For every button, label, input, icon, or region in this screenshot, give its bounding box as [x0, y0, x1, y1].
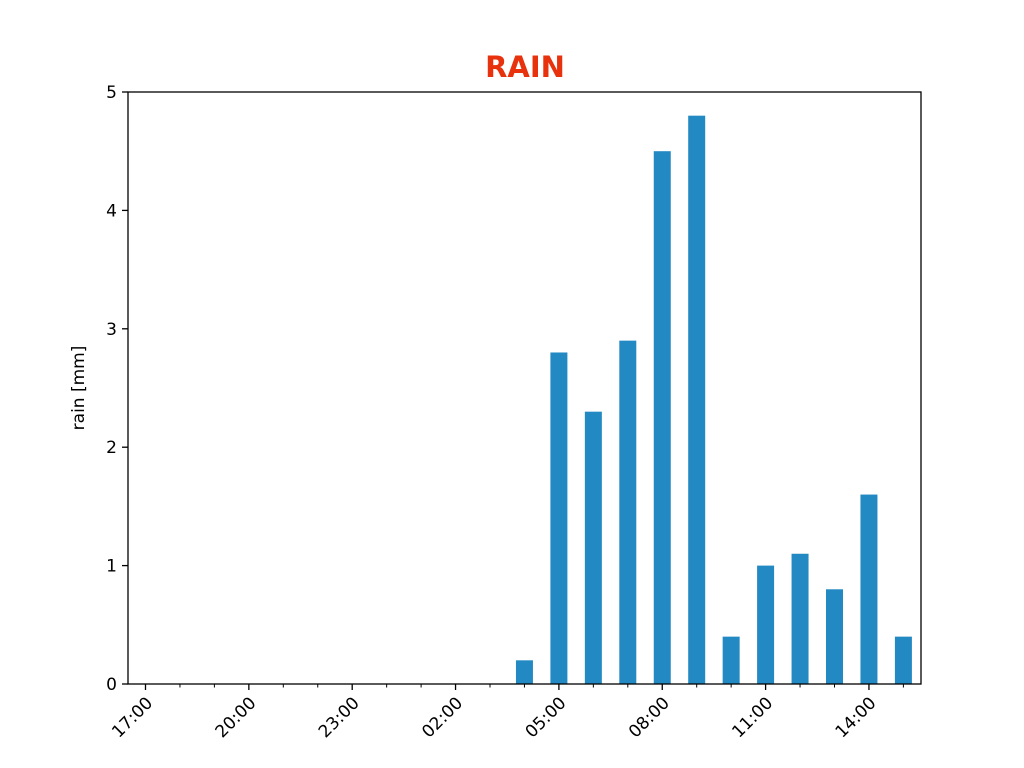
bar-1300 [826, 589, 843, 684]
x-axis: 17:00 20:00 23:00 02:00 05:00 08:00 11:00 14:00 [108, 684, 904, 742]
bars-group [515, 115, 912, 685]
x-tick-label: 02:00 [418, 693, 467, 742]
y-tick-label: 3 [106, 320, 117, 340]
bar-0900 [688, 115, 706, 685]
y-tick-label: 5 [106, 83, 117, 103]
bar-1000 [722, 636, 740, 684]
bar-0600 [584, 411, 602, 684]
bar-1500 [894, 636, 912, 684]
x-tick-label: 11:00 [728, 693, 777, 742]
x-tick-label: 17:00 [108, 693, 157, 742]
y-tick-label: 0 [106, 675, 117, 695]
y-axis: 0 1 2 3 4 5 [106, 83, 128, 695]
bar-0500 [550, 352, 568, 684]
y-tick-label: 1 [106, 557, 117, 577]
y-tick-label: 2 [106, 438, 117, 458]
x-tick-label: 14:00 [832, 693, 881, 742]
plot-frame [127, 91, 922, 685]
bar-1200 [791, 553, 809, 684]
y-axis-title: rain [mm] [69, 346, 89, 431]
bar-1100 [757, 565, 775, 684]
bar-0800 [653, 151, 671, 684]
chart-title: RAIN [485, 50, 565, 84]
y-tick-label: 4 [106, 201, 117, 221]
x-tick-label: 05:00 [522, 693, 571, 742]
bar-1400 [860, 494, 878, 684]
x-tick-label: 23:00 [315, 693, 364, 742]
x-tick-label: 08:00 [625, 693, 674, 742]
bar-0700 [619, 340, 637, 684]
bar-0400 [515, 660, 533, 684]
x-tick-label: 20:00 [212, 693, 261, 742]
